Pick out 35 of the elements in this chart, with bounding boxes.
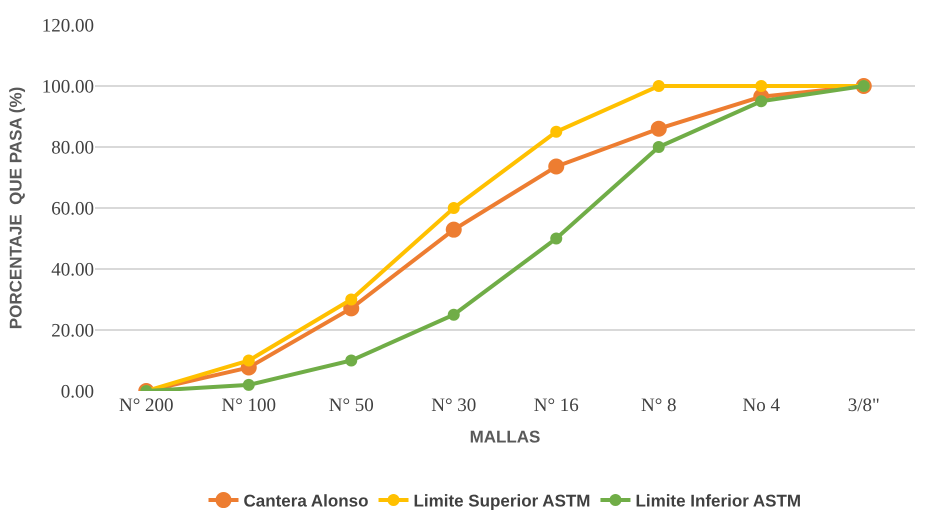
x-tick-label: N° 100 [221,395,276,416]
point [345,354,358,366]
point [242,378,255,391]
x-tick-label: N° 30 [431,395,476,416]
y-tick-label: 120.00 [42,16,94,37]
point [652,80,665,92]
point [448,308,460,321]
point [755,95,768,108]
x-tick-label: No 4 [742,395,780,416]
point [755,80,768,92]
point [446,222,462,238]
point [448,202,460,214]
legend-label: Limite Inferior ASTM [635,492,802,511]
legend-label: Cantera Alonso [244,492,369,511]
point [242,354,255,366]
x-tick-label: N° 16 [534,395,579,416]
point [548,158,564,175]
y-tick-label: 80.00 [51,138,94,159]
y-tick-label: 60.00 [51,198,94,220]
point [550,126,562,138]
y-tick-label: 0.00 [60,382,94,403]
x-tick-label: N° 50 [328,395,374,416]
legend-label: Limite Superior ASTM [414,492,590,511]
x-axis-title: MALLAS [470,427,540,446]
x-tick-label: N° 200 [118,395,174,416]
point [345,294,358,306]
y-tick-label: 100.00 [42,76,94,98]
y-axis-title: PORCENTAJE QUE PASA (%) [6,86,26,330]
point [550,232,562,244]
x-tick-label: 3/8" [848,395,880,416]
point [650,120,667,137]
x-tick-label: N° 8 [640,395,677,416]
y-tick-label: 20.00 [51,320,94,342]
point [652,141,665,153]
y-tick-label: 40.00 [51,260,94,281]
